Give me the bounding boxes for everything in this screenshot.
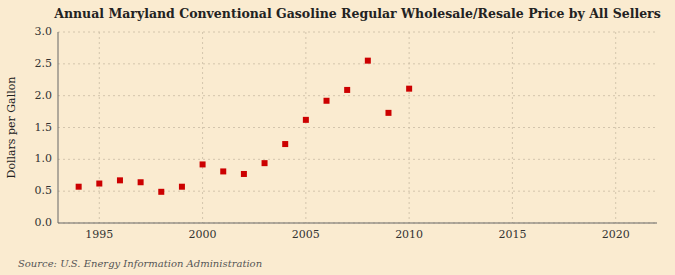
point bbox=[385, 110, 391, 116]
y-tick-label: 0.0 bbox=[35, 216, 53, 229]
x-axis-line bbox=[58, 223, 657, 224]
x-tick-label: 2010 bbox=[395, 228, 423, 241]
point bbox=[303, 117, 309, 123]
points bbox=[76, 58, 412, 195]
background bbox=[0, 0, 675, 275]
point bbox=[138, 179, 144, 185]
x-tick-label: 2000 bbox=[189, 228, 217, 241]
grid-line bbox=[58, 127, 657, 128]
point bbox=[324, 98, 330, 104]
grid-line bbox=[58, 223, 657, 224]
grid-line bbox=[512, 32, 513, 223]
grid-line bbox=[58, 191, 657, 192]
point bbox=[76, 184, 82, 190]
point bbox=[220, 168, 226, 174]
x-tick-label: 2005 bbox=[292, 228, 320, 241]
y-axis-label: Dollars per Gallon bbox=[5, 77, 18, 179]
point bbox=[344, 87, 350, 93]
chart: 0.0 0.5 1.0 1.5 2.0 2.5 3.0 1995 2000 2005 2010 201… bbox=[0, 0, 675, 275]
point bbox=[406, 86, 412, 92]
source: Source: U.S. Energy Information Administ… bbox=[18, 258, 262, 269]
grid-line bbox=[58, 63, 657, 64]
grid-line bbox=[58, 95, 657, 96]
x-tick-label: 1995 bbox=[85, 228, 113, 241]
point bbox=[262, 160, 268, 166]
y-tick-label: 2.0 bbox=[35, 89, 53, 102]
grid bbox=[58, 32, 657, 223]
grid-line bbox=[58, 159, 657, 160]
point bbox=[200, 161, 206, 167]
y-tick-label: 1.5 bbox=[35, 121, 53, 134]
y-axis-line bbox=[58, 32, 59, 223]
x-tick-label: 2015 bbox=[498, 228, 526, 241]
x-tick-label: 2020 bbox=[602, 228, 630, 241]
grid-line bbox=[615, 32, 616, 223]
axes: 0.0 0.5 1.0 1.5 2.0 2.5 3.0 1995 2000 2005 2010 201… bbox=[35, 25, 658, 241]
grid-line bbox=[99, 32, 100, 223]
y-tick-label: 2.5 bbox=[35, 57, 53, 70]
point bbox=[158, 189, 164, 195]
grid-line bbox=[202, 32, 203, 223]
point bbox=[365, 58, 371, 64]
y-tick-label: 0.5 bbox=[35, 184, 53, 197]
point bbox=[117, 177, 123, 183]
title: Annual Maryland Conventional Gasoline Re… bbox=[53, 6, 661, 21]
grid-line bbox=[305, 32, 306, 223]
point bbox=[96, 181, 102, 187]
point bbox=[282, 141, 288, 147]
grid-line bbox=[409, 32, 410, 223]
point bbox=[241, 171, 247, 177]
point bbox=[179, 184, 185, 190]
grid-line bbox=[58, 32, 657, 33]
y-tick-label: 1.0 bbox=[35, 152, 53, 165]
y-tick-label: 3.0 bbox=[35, 25, 53, 38]
